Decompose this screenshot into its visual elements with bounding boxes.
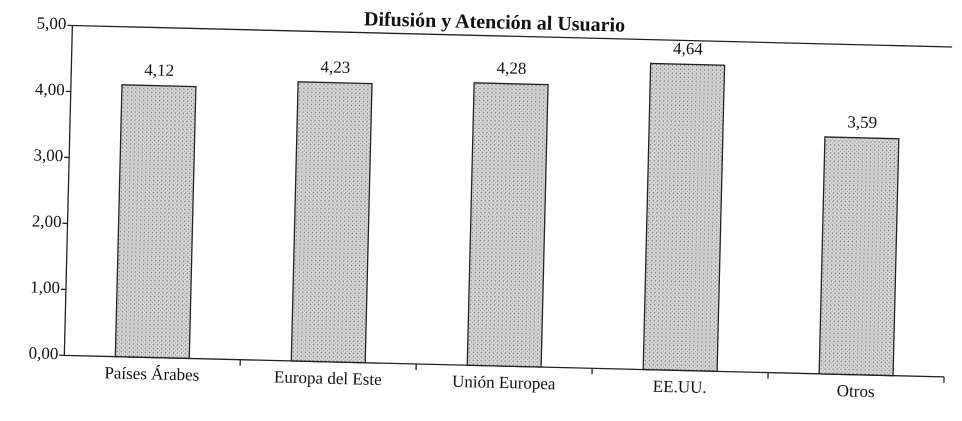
chart-title: Difusión y Atención al Usuario [364,8,626,36]
value-label: 4,23 [320,57,350,77]
plot-area: Difusión y Atención al Usuario 0,00 1,00 2… [28,8,953,401]
y-tick-label: 4,00 [35,80,65,100]
value-label: 4,12 [144,60,174,80]
bar [818,136,900,377]
y-tick-label: 3,00 [33,145,63,165]
y-tick-label: 0,00 [28,343,58,363]
x-tick-label: EE.UU. [653,377,707,397]
x-tick-label: Europa del Este [274,367,382,389]
x-tick-label: Otros [837,381,875,401]
bar [290,81,373,364]
value-label: 4,28 [496,58,526,78]
value-label: 3,59 [847,112,877,132]
frame-top [72,24,953,48]
x-tick-label: Países Árabes [104,363,199,384]
y-tick-label: 2,00 [32,211,62,231]
bar [466,82,549,368]
bar [114,84,197,360]
value-label: 4,64 [673,39,704,59]
y-tick-label: 1,00 [30,277,60,297]
bar [642,62,726,373]
y-tick-label: 5,00 [36,14,66,34]
x-tick-label: Unión Europea [452,372,556,394]
